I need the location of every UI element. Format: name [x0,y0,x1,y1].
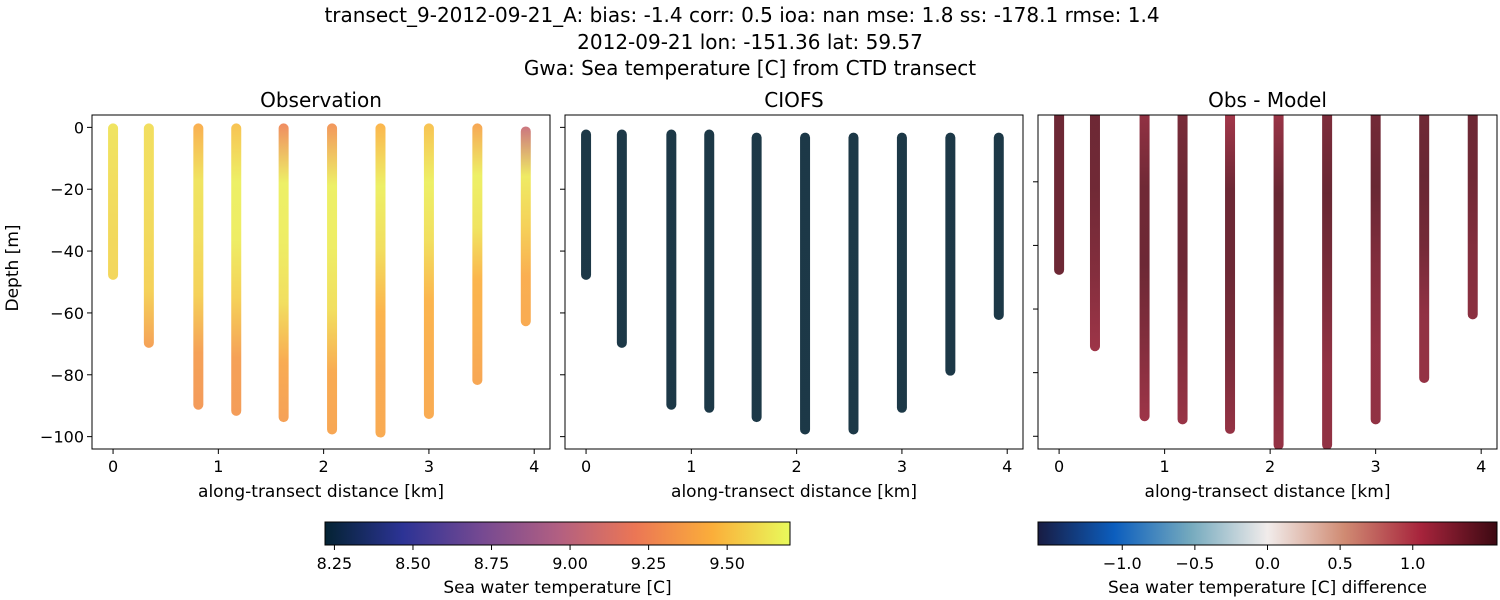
y-tick-label: −100 [40,428,84,447]
x-tick-label: 1 [213,457,223,476]
profile-7 [423,123,434,419]
profile-8 [1419,115,1430,384]
panel-title: CIOFS [764,88,823,112]
x-tick-label: 0 [1054,457,1064,476]
profile-9 [520,126,531,327]
profile-6 [848,132,859,435]
x-axis-label: along-transect distance [km] [671,482,917,502]
x-tick-label: 0 [108,457,118,476]
profile-5 [327,123,338,435]
colorbar-tick-label: 9.50 [709,554,745,573]
colorbar-tick-label: −1.0 [1103,554,1142,573]
colorbar-label: Sea water temperature [C] [443,578,671,598]
profile-5 [1273,115,1284,449]
colorbar-tick-label: 9.25 [631,554,667,573]
profile-1 [616,129,627,348]
profile-4 [751,132,762,423]
colorbar-1: −1.0 −0.5 0.0 0.5 1.0 Sea water temperature [… [1037,521,1498,598]
profiles [108,123,531,438]
x-axis-label: along-transect distance [km] [198,482,444,502]
profile-3 [1177,115,1188,425]
panel-0: Observation 0 1 2 3 4 0 −20 −40 −60 −80 −100 along-t… [40,88,551,502]
y-tick-label: −40 [50,242,84,261]
colorbar-tick-label: 8.50 [395,554,431,573]
profile-4 [278,123,289,423]
profile-1 [143,123,154,348]
profile-4 [1225,115,1236,434]
colorbar-tick-label: 0.5 [1327,554,1352,573]
axes-frame [564,114,1024,450]
axes-frame [91,114,551,450]
profile-3 [704,129,715,413]
profile-0 [108,123,119,280]
profile-2 [666,129,677,410]
x-tick-label: 3 [424,457,434,476]
colorbar-tick-label: 1.0 [1400,554,1425,573]
colorbar-tick-label: 0.0 [1255,554,1280,573]
panel-1: CIOFS 0 1 2 3 4 along-transect distance [km] [560,88,1024,502]
x-axis-label: along-transect distance [km] [1145,482,1391,502]
profile-0 [1054,115,1065,275]
x-tick-label: 3 [897,457,907,476]
profile-1 [1089,115,1100,352]
profile-8 [472,123,483,385]
profile-5 [800,132,811,435]
colorbar-bar [1037,521,1498,546]
y-tick-label: −20 [50,180,84,199]
title-line-1: transect_9-2012-09-21_A: bias: -1.4 corr… [324,3,1159,27]
colorbar-0: 8.25 8.50 8.75 9.00 9.25 9.50 Sea water temper… [317,521,791,598]
colorbar-label: Sea water temperature [C] difference [1108,578,1427,598]
profile-3 [231,123,242,416]
x-tick-label: 3 [1371,457,1381,476]
profile-6 [375,123,386,438]
x-tick-label: 1 [1160,457,1170,476]
y-tick-label: −80 [50,366,84,385]
profiles [581,129,1004,435]
x-tick-label: 2 [792,457,802,476]
x-tick-label: 2 [319,457,329,476]
profile-8 [945,132,956,376]
profile-6 [1322,115,1333,449]
colorbar-bar [324,521,791,546]
x-tick-label: 2 [1265,457,1275,476]
axes-frame [1037,114,1498,450]
y-axis-label: Depth [m] [3,224,23,311]
colorbar-tick-label: −0.5 [1175,554,1214,573]
profile-2 [193,123,204,410]
colorbar-tick-label: 8.75 [474,554,510,573]
panel-title: Observation [260,88,382,112]
x-tick-label: 0 [581,457,591,476]
title-line-2: 2012-09-21 lon: -151.36 lat: 59.57 [577,30,923,54]
y-tick-label: 0 [74,118,84,137]
colorbar-tick-label: 8.25 [317,554,353,573]
profile-9 [1467,115,1478,320]
profile-7 [1370,115,1381,425]
profile-2 [1139,115,1150,422]
panel-2: Obs - Model 0 1 2 3 4 along-transect distance … [1033,88,1498,502]
profiles [1054,115,1478,449]
title-line-3: Gwa: Sea temperature [C] from CTD transe… [524,56,976,80]
x-tick-label: 1 [686,457,696,476]
x-tick-label: 4 [1476,457,1486,476]
x-tick-label: 4 [1002,457,1012,476]
x-tick-label: 4 [529,457,539,476]
profile-0 [581,129,592,280]
profile-7 [896,132,907,413]
profile-9 [993,132,1004,321]
colorbar-tick-label: 9.00 [552,554,588,573]
panel-title: Obs - Model [1208,88,1327,112]
y-tick-label: −60 [50,304,84,323]
